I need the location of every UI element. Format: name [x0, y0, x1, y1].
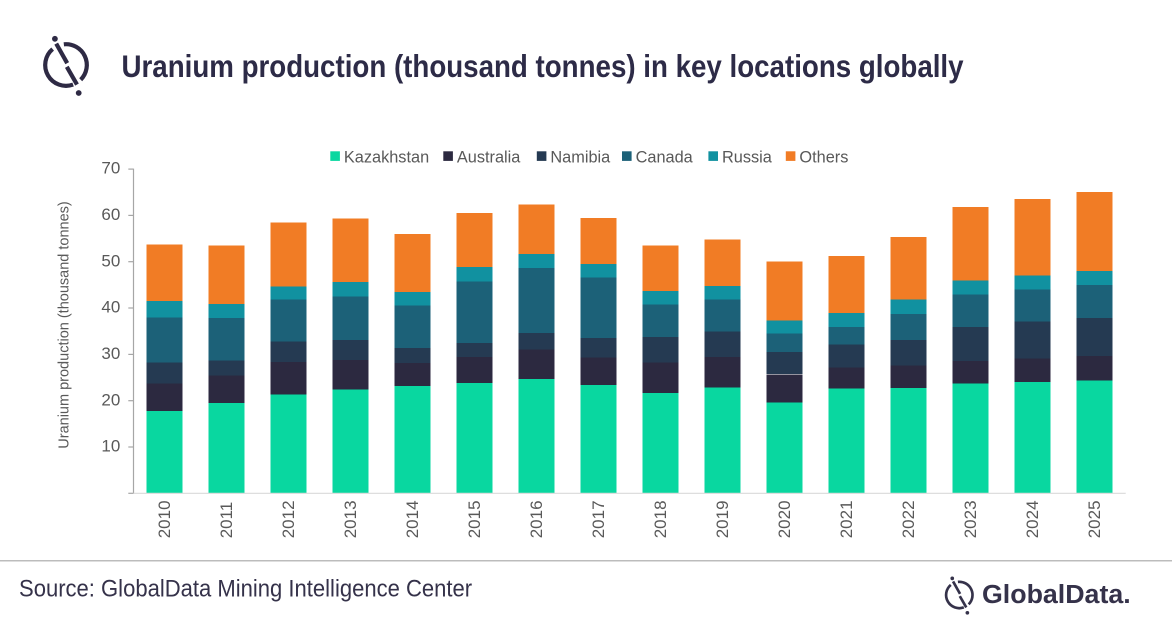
svg-text:Kazakhstan: Kazakhstan: [344, 147, 429, 166]
svg-text:2023: 2023: [961, 500, 980, 538]
svg-text:2013: 2013: [341, 500, 360, 538]
svg-text:2017: 2017: [589, 500, 608, 538]
svg-text:10: 10: [101, 437, 120, 456]
svg-text:Australia: Australia: [457, 147, 521, 166]
svg-text:GlobalData.: GlobalData.: [982, 580, 1131, 609]
svg-text:Russia: Russia: [722, 147, 773, 166]
svg-text:2022: 2022: [899, 500, 918, 538]
svg-text:70: 70: [101, 159, 120, 178]
svg-text:Canada: Canada: [636, 147, 694, 166]
svg-text:30: 30: [101, 344, 120, 363]
svg-text:2015: 2015: [465, 500, 484, 538]
svg-text:2012: 2012: [279, 500, 298, 538]
svg-text:2024: 2024: [1023, 500, 1042, 538]
svg-text:2021: 2021: [837, 500, 856, 538]
svg-text:2010: 2010: [155, 500, 174, 538]
svg-text:2018: 2018: [651, 500, 670, 538]
svg-text:50: 50: [101, 251, 120, 270]
svg-text:2011: 2011: [217, 502, 236, 539]
svg-text:60: 60: [101, 205, 120, 224]
svg-text:Source: GlobalData Mining Inte: Source: GlobalData Mining Intelligence C…: [19, 575, 472, 602]
svg-text:40: 40: [101, 298, 120, 317]
svg-text:Namibia: Namibia: [550, 147, 611, 166]
svg-text:2025: 2025: [1085, 500, 1104, 538]
svg-text:2014: 2014: [403, 500, 422, 538]
svg-text:2020: 2020: [775, 500, 794, 538]
svg-text:2019: 2019: [713, 500, 732, 538]
svg-text:2016: 2016: [527, 500, 546, 538]
svg-text:Uranium production (thousand t: Uranium production (thousand tonnes) in …: [122, 49, 965, 84]
svg-text:Uranium production (thousand t: Uranium production (thousand tonnes): [57, 201, 73, 448]
svg-text:Others: Others: [799, 147, 848, 166]
svg-text:20: 20: [101, 390, 120, 409]
